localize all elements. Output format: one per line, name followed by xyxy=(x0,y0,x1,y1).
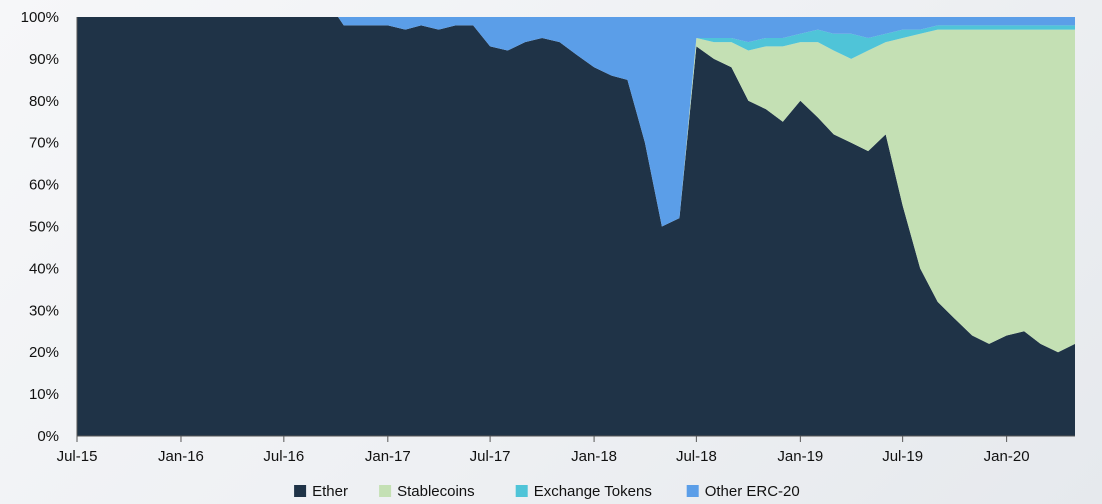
area-stablecoins xyxy=(77,17,1075,353)
axes-group: 0% 10% 20% 30% 40% 50% 60% 70% 80% 90% 100% Jul-15 J… xyxy=(21,9,1075,465)
legend-label-ether: Ether xyxy=(312,483,348,500)
x-tick-label: Jan-18 xyxy=(571,448,617,465)
y-tick-label: 60% xyxy=(29,177,59,194)
y-tick-label: 0% xyxy=(37,428,59,445)
y-tick-label: 20% xyxy=(29,344,59,361)
legend-swatch-other-erc-20 xyxy=(686,485,699,497)
legend-swatch-stablecoins xyxy=(379,485,392,497)
x-tick-label: Jul-15 xyxy=(57,448,98,465)
y-tick-label: 70% xyxy=(29,135,59,152)
x-tick-label: Jan-20 xyxy=(984,448,1030,465)
legend-swatch-exchange-tokens xyxy=(515,485,528,497)
area-ether xyxy=(77,17,1075,436)
legend-swatch-ether xyxy=(294,485,307,497)
y-tick-label: 80% xyxy=(29,93,59,110)
x-tick-label: Jul-19 xyxy=(882,448,923,465)
legend-label-other-erc-20: Other ERC-20 xyxy=(705,483,800,500)
y-tick-label: 100% xyxy=(21,9,59,26)
legend-label-exchange-tokens: Exchange Tokens xyxy=(534,483,652,500)
legend-label-stablecoins: Stablecoins xyxy=(397,483,475,500)
x-tick-label: Jan-17 xyxy=(365,448,411,465)
y-tick-label: 40% xyxy=(29,260,59,277)
y-tick-label: 10% xyxy=(29,386,59,403)
x-tick-label: Jan-16 xyxy=(158,448,204,465)
x-tick-label: Jul-16 xyxy=(263,448,304,465)
y-tick-label: 90% xyxy=(29,51,59,68)
x-tick-label: Jul-18 xyxy=(676,448,717,465)
area-series-group xyxy=(77,17,1075,436)
legend: Ether Stablecoins Exchange Tokens Other ERC… xyxy=(294,483,800,500)
y-tick-label: 30% xyxy=(29,302,59,319)
x-tick-label: Jan-19 xyxy=(777,448,823,465)
y-tick-label: 50% xyxy=(29,219,59,236)
x-tick-label: Jul-17 xyxy=(470,448,511,465)
